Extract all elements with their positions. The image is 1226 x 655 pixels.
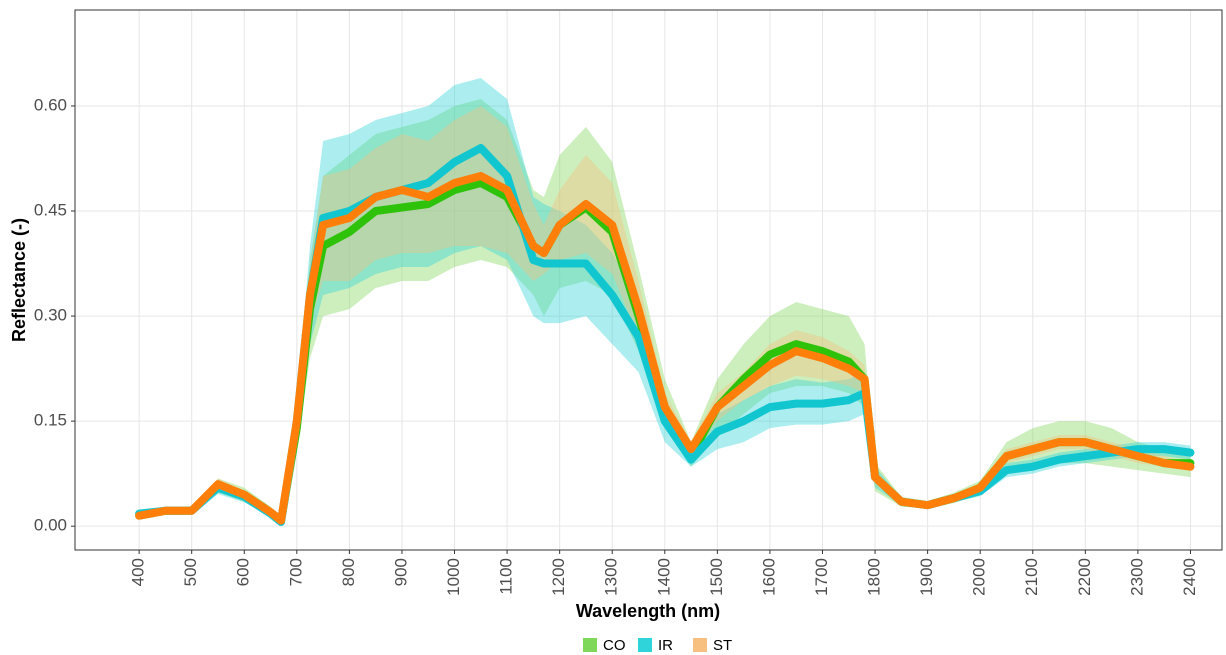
y-tick-label: 0.00: [34, 516, 67, 535]
x-tick-label: 700: [286, 558, 305, 586]
x-tick-label: 1400: [654, 558, 673, 596]
x-tick-label: 1300: [602, 558, 621, 596]
x-tick-label: 1200: [549, 558, 568, 596]
x-tick-label: 900: [391, 558, 410, 586]
x-tick-label: 1600: [759, 558, 778, 596]
x-tick-label: 600: [234, 558, 253, 586]
y-tick-label: 0.15: [34, 411, 67, 430]
x-tick-label: 2400: [1180, 558, 1199, 596]
y-axis-title: Reflectance (-): [9, 218, 29, 342]
panel-border: [74, 9, 1223, 551]
legend-label: IR: [658, 637, 673, 654]
x-tick-label: 500: [181, 558, 200, 586]
y-tick-label: 0.45: [34, 200, 67, 219]
legend-swatch: [583, 638, 597, 652]
x-tick-label: 2100: [1022, 558, 1041, 596]
x-tick-label: 1900: [917, 558, 936, 596]
axes: 0.00 0.15 0.30 0.45 0.60 400 500 600 700 800 900 10…: [34, 95, 1199, 595]
x-tick-label: 1100: [497, 558, 516, 595]
x-tick-label: 1000: [444, 558, 463, 596]
x-axis-title: Wavelength (nm): [576, 601, 720, 621]
x-tick-label: 2300: [1127, 558, 1146, 596]
x-tick-label: 1500: [707, 558, 726, 596]
legend-label: ST: [713, 637, 732, 654]
lines: [135, 143, 1195, 526]
legend: CO IR ST: [583, 637, 732, 654]
legend-swatch: [693, 638, 707, 652]
x-tick-label: 1800: [865, 558, 884, 596]
x-tick-label: 2200: [1075, 558, 1094, 596]
y-tick-label: 0.60: [34, 95, 67, 114]
y-tick-label: 0.30: [34, 306, 67, 325]
legend-label: CO: [603, 637, 626, 654]
x-tick-label: 800: [339, 558, 358, 586]
grid: [75, 10, 1222, 550]
line: [135, 171, 1195, 525]
x-tick-label: 1700: [812, 558, 831, 596]
legend-swatch: [638, 638, 652, 652]
x-tick-label: 2000: [970, 558, 989, 596]
x-tick-label: 400: [129, 558, 148, 586]
